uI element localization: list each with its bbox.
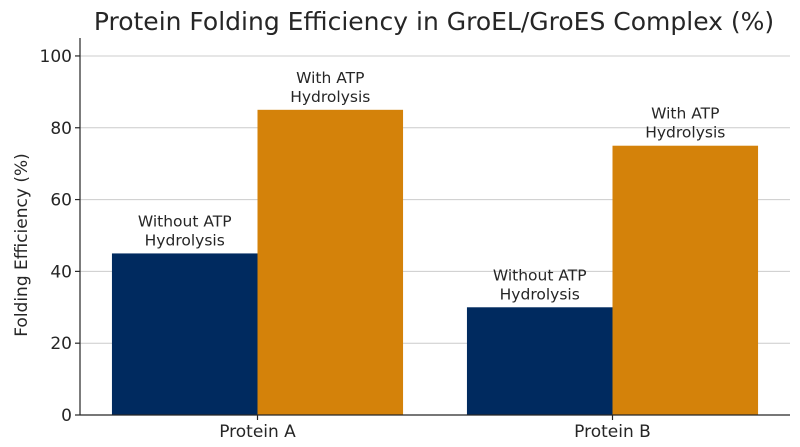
x-tick-label: Protein A [219,422,296,442]
y-tick-label: 100 [40,47,72,67]
bar-protein-a-series-2 [257,109,404,416]
y-tick-label: 60 [50,191,72,211]
y-tick-label: 0 [61,406,72,426]
bar-label: Without ATP Hydrolysis [493,266,587,303]
y-tick-label: 80 [50,119,72,139]
bar-label: With ATP Hydrolysis [290,69,370,106]
bar-label: Without ATP Hydrolysis [138,212,232,249]
bar-protein-b-series-1 [466,307,613,415]
x-tick-label: Protein B [574,422,651,442]
y-tick-label: 20 [50,334,72,354]
y-tick-label: 40 [50,262,72,282]
y-axis-label: Folding Efficiency (%) [12,153,32,337]
bar-label: With ATP Hydrolysis [645,105,725,142]
bar-labels: Without ATP Hydrolysis With ATP Hydrolysis W… [138,69,725,303]
bar-protein-b-series-2 [612,145,759,415]
bar-protein-a-series-1 [111,253,258,415]
bars [111,109,759,416]
chart-title: Protein Folding Efficiency in GroEL/GroE… [94,7,774,36]
axes: 0 20 40 60 80 100 Protein A Protein B [40,38,790,442]
